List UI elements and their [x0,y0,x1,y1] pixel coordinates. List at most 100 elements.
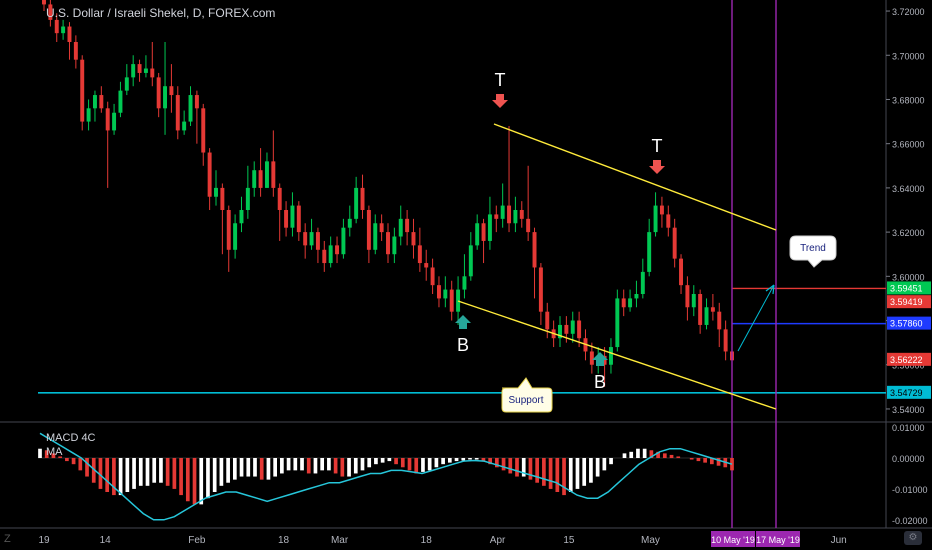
candle-body [691,294,696,308]
candle-body [659,205,664,215]
candle-body [201,108,206,153]
candle-body [290,205,295,228]
macd-tick-label: -0.01000 [892,485,928,495]
candle-body [449,289,454,312]
bottom-marker-arrow [592,352,608,366]
candle-body [271,161,276,188]
top-marker-label: T [495,70,506,90]
candle-body [42,0,46,5]
time-tick-label: Jun [831,535,847,546]
candle-body [296,205,301,233]
candle-body [608,347,613,365]
candle-body [264,161,269,188]
candle-body [347,218,352,228]
time-tick-label: 15 [563,535,575,546]
price-label-text: 3.59419 [890,297,923,307]
candle-body [322,249,327,264]
candle-body [640,271,645,294]
price-label-box [887,281,931,295]
candle-body [411,232,416,246]
candle-body [456,289,461,312]
candle-body [443,289,448,299]
candle-body [105,108,110,131]
candle-body [67,26,72,42]
candle-body [207,152,212,197]
date-label-box [711,531,755,547]
candle-body [628,298,633,308]
price-tick-label: 3.68000 [892,95,925,105]
candle-body [214,187,218,197]
candle-body [303,232,308,246]
candle-body [589,351,594,365]
candle-body [564,324,569,334]
candle-body [309,232,314,246]
candle-body [61,26,66,34]
time-tick-label: Mar [331,535,349,546]
candle-body [685,285,690,308]
candle-body [507,205,512,224]
gear-icon[interactable]: ⚙ [904,531,922,545]
candle-body [698,294,703,325]
candle-body [710,307,715,312]
trend-callout-bubble [789,235,837,268]
price-tick-label: 3.70000 [892,51,925,61]
candle-body [233,223,238,250]
price-label-box [887,316,931,330]
candle-body [277,187,282,210]
time-tick-label: May [641,535,660,546]
candle-body [99,95,104,109]
candle-body [48,4,53,20]
price-label-box [887,295,931,309]
candle-body [392,236,397,255]
candle-body [92,95,97,109]
candle-body [112,112,117,131]
candle-body [163,86,168,109]
candle-body [653,205,658,233]
price-tick-label: 3.62000 [892,228,925,238]
top-marker-label: T [652,136,663,156]
candle-body [373,223,378,250]
candle-body [436,285,441,299]
price-label-text: 3.56222 [890,355,923,365]
support-callout-text: Support [508,395,543,406]
date-label-text: 10 May '19 [711,535,755,545]
candle-body [284,210,289,228]
candle-body [360,187,365,210]
candle-body [341,227,346,255]
macd-tick-label: 0.00000 [892,454,925,464]
price-tick-label: 3.60000 [892,272,925,282]
time-tick-label: 14 [100,535,112,546]
candle-body [666,214,671,228]
candle-body [647,232,652,272]
candle-body [315,232,320,250]
price-tick-label: 3.54000 [892,405,925,415]
bottom-marker-label: B [457,335,469,355]
price-label-text: 3.54729 [890,388,923,398]
bottom-marker-label: B [594,372,606,392]
candle-body [194,95,199,109]
candle-body [424,263,429,268]
candle-body [634,294,639,299]
trend-arrow-line [737,284,775,352]
candle-body [182,121,187,131]
candle-body [500,205,505,219]
candle-body [137,64,142,73]
top-marker-arrow [492,94,508,108]
channel-upper-line [493,123,777,231]
price-label-text: 3.59451 [890,283,923,293]
macd-tick-label: 0.01000 [892,423,925,433]
candle-body [80,59,85,122]
candle-body [398,218,403,237]
candle-body [150,68,155,78]
candle-body [379,223,384,233]
date-label-text: 17 May '19 [756,535,800,545]
candle-body [621,298,626,308]
candle-body [513,210,518,224]
candle-body [577,320,582,339]
timezone-corner[interactable]: Z [4,533,11,545]
time-tick-label: 18 [278,535,290,546]
candle-body [175,95,180,131]
macd-indicator-label[interactable]: MACD 4C [46,432,96,444]
candle-body [430,267,435,286]
